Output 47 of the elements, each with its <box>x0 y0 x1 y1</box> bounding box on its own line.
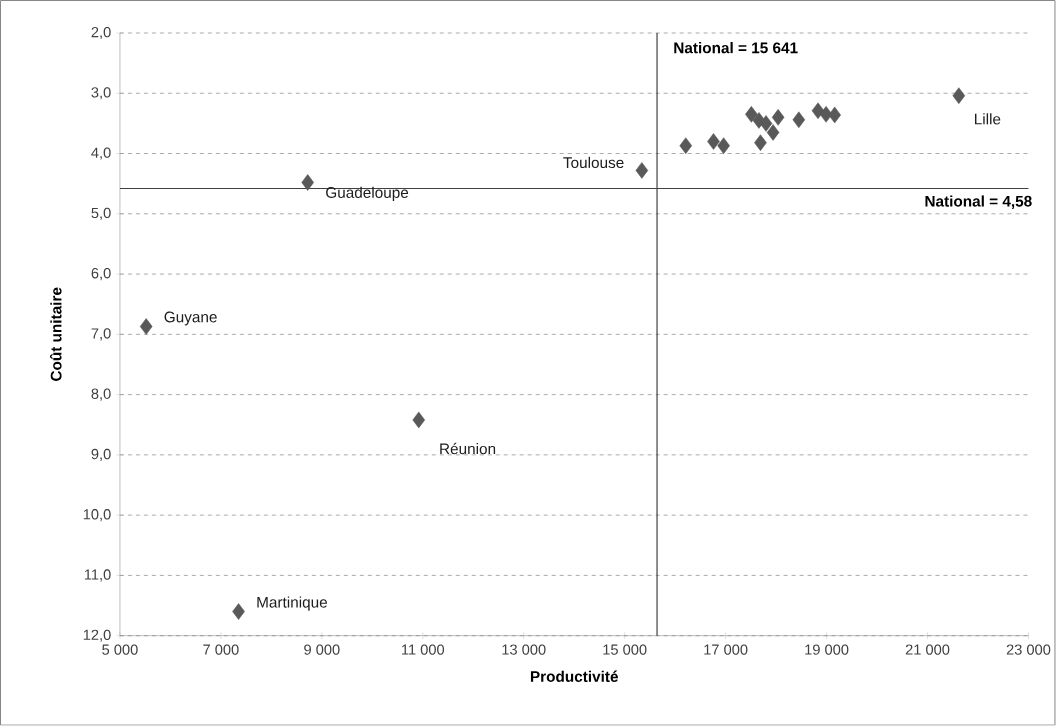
y-tick-label: 5,0 <box>91 207 111 221</box>
point <box>771 109 785 126</box>
y-tick-label: 12,0 <box>83 629 111 642</box>
point <box>754 134 767 152</box>
point <box>707 133 720 150</box>
x-tick-label: 23 000 <box>1006 644 1051 655</box>
x-tick-label: 21 000 <box>905 644 950 655</box>
y-tick-label: 2,0 <box>91 27 111 40</box>
x-tick-label: 7 000 <box>203 644 239 655</box>
x-axis-title: Productivité <box>530 670 618 683</box>
x-tick-label: 9 000 <box>304 644 340 655</box>
annotation: Martinique <box>257 596 328 611</box>
y-axis-title: Coût unitaire <box>49 287 62 382</box>
point <box>759 115 773 132</box>
point <box>301 174 314 191</box>
point <box>232 603 245 621</box>
annotation: Guyane <box>164 311 217 326</box>
point <box>952 87 966 105</box>
point <box>745 106 758 123</box>
point <box>766 124 780 141</box>
x-tick-label: 19 000 <box>805 644 849 655</box>
y-tick-label: 11,0 <box>84 569 111 582</box>
ref-line-label: National = 4,58 <box>925 195 1032 210</box>
point <box>635 162 649 179</box>
x-tick-label: 17 000 <box>704 644 748 655</box>
point <box>828 106 841 124</box>
annotation: Guadeloupe <box>326 186 409 202</box>
y-tick-label: 9,0 <box>91 449 111 462</box>
y-tick-label: 8,0 <box>91 388 111 401</box>
y-tick-label: 7,0 <box>91 328 111 341</box>
x-tick-label: 5 000 <box>102 644 138 655</box>
ref-line-label: National = 15 641 <box>674 42 798 54</box>
point <box>792 111 806 129</box>
x-tick-label: 13 000 <box>502 644 546 655</box>
point <box>717 137 730 155</box>
y-tick-label: 10,0 <box>83 509 111 522</box>
annotation: Toulouse <box>563 156 624 169</box>
x-tick-label: 15 000 <box>603 644 647 655</box>
point <box>679 137 693 155</box>
point <box>139 318 153 335</box>
y-tick-label: 4,0 <box>91 147 111 160</box>
annotation: Réunion <box>440 443 496 455</box>
x-tick-label: 11 000 <box>402 644 445 655</box>
y-tick-label: 3,0 <box>91 87 111 100</box>
y-tick-label: 6,0 <box>91 268 111 281</box>
point <box>412 411 426 429</box>
annotation: Lille <box>975 113 1001 125</box>
